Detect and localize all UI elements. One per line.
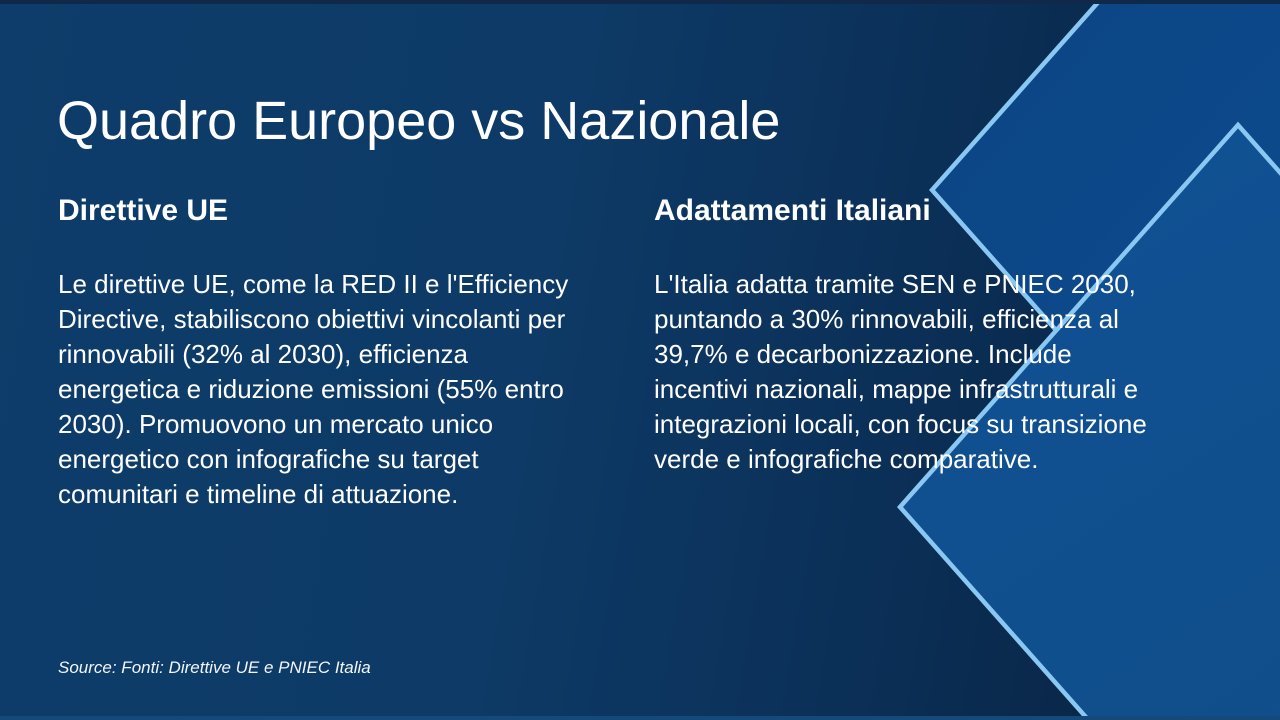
top-edge-strip	[0, 0, 1280, 4]
column-body-left: Le direttive UE, come la RED II e l'Effi…	[58, 269, 569, 509]
column-heading-left: Direttive UE	[58, 194, 229, 227]
two-column-layout: Direttive UE Le direttive UE, come la RE…	[58, 193, 1170, 512]
source-note: Source: Fonti: Direttive UE e PNIEC Ital…	[58, 658, 371, 677]
bottom-edge-strip	[0, 716, 1280, 720]
column-heading-right: Adattamenti Italiani	[654, 194, 931, 227]
column-adattamenti-italiani: Adattamenti Italiani L'Italia adatta tra…	[654, 193, 1170, 512]
background-diamond-lower	[896, 121, 1280, 720]
column-direttive-ue: Direttive UE Le direttive UE, come la RE…	[58, 193, 574, 512]
slide-title: Quadro Europeo vs Nazionale	[57, 91, 781, 152]
column-body-right: L'Italia adatta tramite SEN e PNIEC 2030…	[654, 269, 1147, 474]
